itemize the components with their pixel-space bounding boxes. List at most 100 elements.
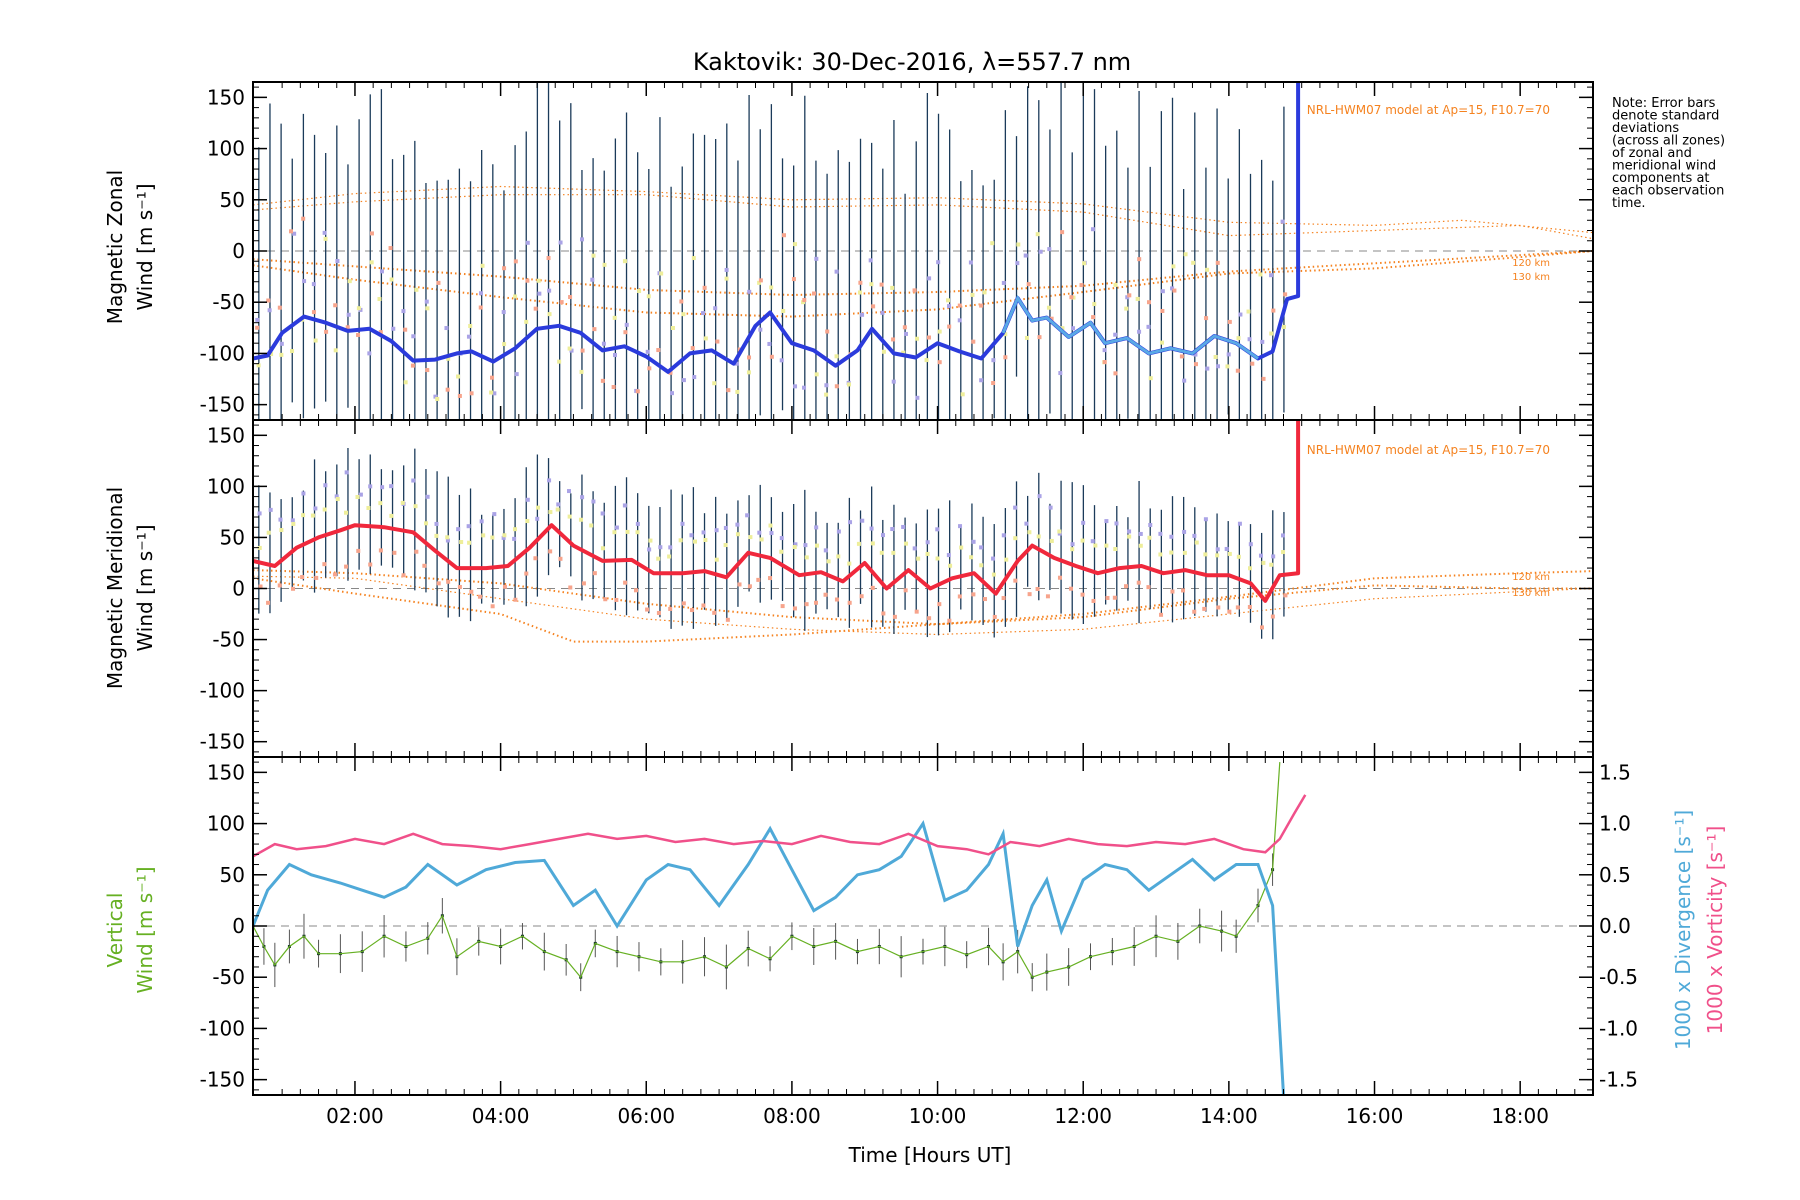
- zone-scatter-point: [536, 278, 541, 283]
- zone-scatter-point: [446, 579, 451, 584]
- zone-scatter-point: [1071, 295, 1076, 300]
- zone-scatter-point: [723, 543, 728, 548]
- zone-scatter-point: [333, 303, 338, 308]
- zone-scatter-point: [1215, 547, 1220, 552]
- zone-scatter-point: [758, 278, 763, 283]
- zone-scatter-point: [1182, 378, 1187, 383]
- zone-scatter-point: [335, 259, 340, 264]
- zone-scatter-point: [836, 554, 841, 559]
- y-tick-label: 0: [232, 239, 245, 263]
- zone-scatter-point: [991, 572, 996, 577]
- zone-scatter-point: [935, 556, 940, 561]
- zone-scatter-point: [1227, 319, 1232, 324]
- zone-scatter-point: [1057, 575, 1062, 580]
- zone-scatter-point: [979, 563, 984, 568]
- zone-scatter-point: [411, 478, 416, 483]
- zone-scatter-point: [646, 294, 651, 299]
- zone-scatter-point: [637, 289, 642, 294]
- zone-scatter-point: [301, 513, 306, 518]
- zone-scatter-point: [802, 298, 807, 303]
- zone-scatter-point: [703, 538, 708, 543]
- zone-scatter-point: [537, 291, 542, 296]
- zone-scatter-point: [1250, 361, 1255, 366]
- zone-scatter-point: [814, 372, 819, 377]
- zone-scatter-point: [255, 317, 260, 322]
- zone-scatter-point: [466, 334, 471, 339]
- model-curve: [253, 185, 1593, 234]
- zone-scatter-point: [469, 391, 474, 396]
- x-tick-label: 18:00: [1491, 1104, 1549, 1128]
- zone-scatter-point: [768, 576, 773, 581]
- zone-scatter-point: [781, 308, 786, 313]
- zone-scatter-point: [1227, 609, 1232, 614]
- zone-scatter-point: [289, 229, 294, 234]
- zone-scatter-point: [746, 370, 751, 375]
- zone-scatter-point: [914, 609, 919, 614]
- zone-scatter-point: [804, 602, 809, 607]
- zone-scatter-point: [647, 366, 652, 371]
- zone-scatter-point: [1013, 505, 1018, 510]
- zone-scatter-point: [401, 309, 406, 314]
- note-line: denote standard: [1612, 109, 1719, 124]
- zone-scatter-point: [358, 492, 363, 497]
- zone-scatter-point: [445, 535, 450, 540]
- zone-scatter-point: [548, 510, 553, 515]
- zone-scatter-point: [936, 260, 941, 265]
- zone-scatter-point: [301, 491, 306, 496]
- zone-scatter-point: [701, 311, 706, 316]
- zone-scatter-point: [1138, 543, 1143, 548]
- zone-scatter-point: [533, 556, 538, 561]
- zone-scatter-point: [848, 520, 853, 525]
- zone-scatter-point: [567, 489, 572, 494]
- zone-scatter-point: [425, 368, 430, 373]
- zone-scatter-point: [1090, 227, 1095, 232]
- zone-scatter-point: [278, 517, 283, 522]
- zone-scatter-point: [670, 326, 675, 331]
- zone-scatter-point: [769, 285, 774, 290]
- zone-scatter-point: [1169, 534, 1174, 539]
- zone-scatter-point: [277, 305, 282, 310]
- zone-scatter-point: [513, 259, 518, 264]
- zone-scatter-point: [925, 551, 930, 556]
- zone-scatter-point: [356, 332, 361, 337]
- zone-scatter-point: [1147, 535, 1152, 540]
- meridional-wind-line: [253, 420, 1301, 603]
- zone-scatter-point: [1035, 232, 1040, 237]
- zone-scatter-point: [970, 292, 975, 297]
- zone-scatter-point: [1081, 520, 1086, 525]
- zone-scatter-point: [1048, 505, 1053, 510]
- zone-scatter-point: [480, 263, 485, 268]
- y-tick-label: 50: [220, 525, 245, 549]
- zone-scatter-point: [678, 538, 683, 543]
- zone-scatter-point: [444, 326, 449, 331]
- zone-scatter-point: [926, 335, 931, 340]
- zone-scatter-point: [425, 306, 430, 311]
- zone-scatter-point: [602, 262, 607, 267]
- zone-scatter-point: [879, 550, 884, 555]
- zone-scatter-point: [401, 573, 406, 578]
- zone-scatter-point: [533, 306, 538, 311]
- zone-scatter-point: [279, 352, 284, 357]
- right-tick-label: 0.0: [1599, 914, 1631, 938]
- zone-scatter-point: [1113, 282, 1118, 287]
- zone-scatter-point: [1235, 368, 1240, 373]
- zone-scatter-point: [389, 277, 394, 282]
- zone-scatter-point: [1270, 614, 1275, 619]
- zone-scatter-point: [747, 355, 752, 360]
- zone-scatter-point: [367, 351, 372, 356]
- zone-scatter-point: [347, 279, 352, 284]
- zone-scatter-point: [1191, 260, 1196, 265]
- zone-scatter-point: [410, 363, 415, 368]
- zone-scatter-point: [1125, 295, 1130, 300]
- zone-scatter-point: [656, 556, 661, 561]
- x-tick-label: 06:00: [617, 1104, 675, 1128]
- zone-scatter-point: [912, 288, 917, 293]
- zone-scatter-point: [1179, 354, 1184, 359]
- zone-scatter-point: [815, 543, 820, 548]
- zone-scatter-point: [468, 323, 473, 328]
- zone-scatter-point: [1148, 376, 1153, 381]
- zone-scatter-point: [824, 392, 829, 397]
- zone-scatter-point: [747, 584, 752, 589]
- zone-scatter-point: [535, 516, 540, 521]
- zone-scatter-point: [1079, 283, 1084, 288]
